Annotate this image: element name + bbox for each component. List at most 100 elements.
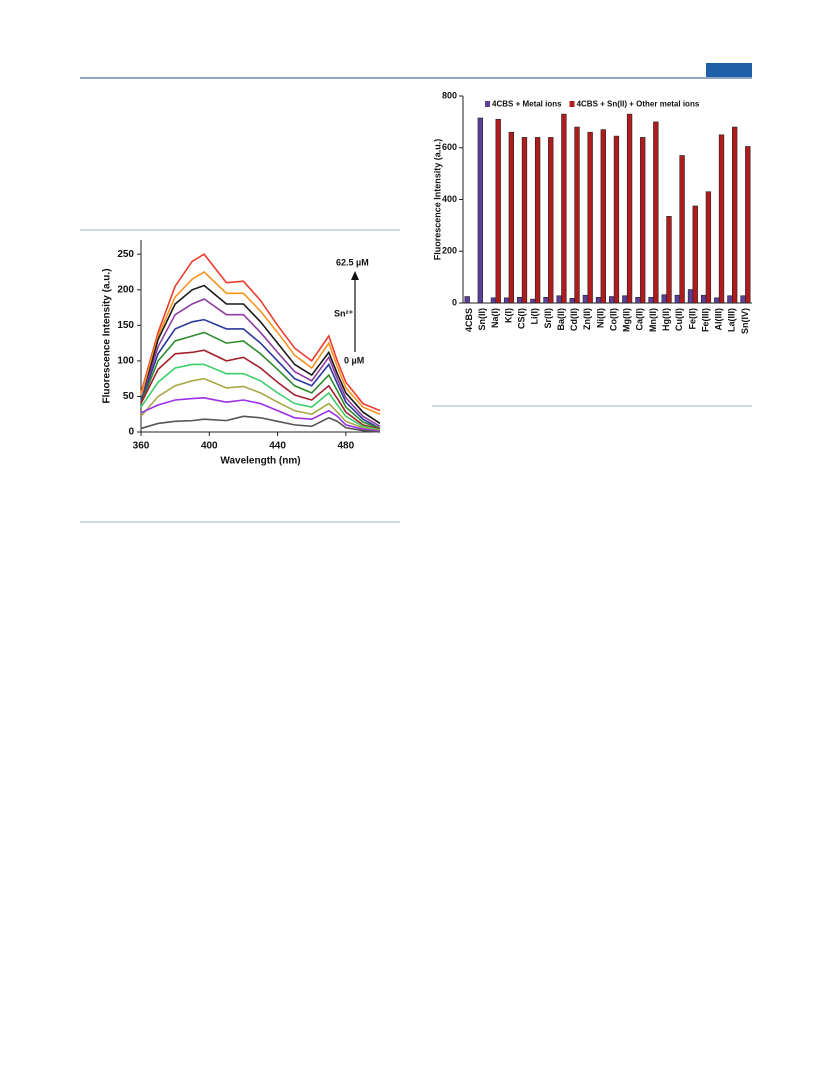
y-tick-label: 800 <box>442 90 457 100</box>
x-tick-label: Cu(II) <box>674 308 684 331</box>
y-tick-label: 50 <box>123 391 135 402</box>
x-tick-label: K(I) <box>503 308 513 323</box>
x-tick-label: Fe(II) <box>687 308 697 330</box>
line-series <box>140 397 381 433</box>
line-series <box>140 363 381 431</box>
header-tab <box>706 63 752 77</box>
y-tick-label: 0 <box>128 427 134 438</box>
line-series <box>140 349 381 430</box>
bar <box>495 118 501 304</box>
x-tick-label: Ni(II) <box>595 308 605 328</box>
bar <box>640 137 646 304</box>
y-tick-label: 100 <box>117 356 134 367</box>
x-tick-label: Cd(II) <box>569 308 579 331</box>
x-tick-label: 480 <box>338 441 355 452</box>
legend-label: 4CBS + Metal ions <box>492 100 562 109</box>
bar <box>582 294 589 304</box>
bar <box>740 295 746 304</box>
bar <box>595 297 602 304</box>
bar <box>622 295 628 304</box>
bar <box>727 295 733 304</box>
bar <box>626 113 633 304</box>
bar <box>561 113 567 304</box>
x-axis-label: Wavelength (nm) <box>220 456 300 467</box>
arrow-head <box>351 271 359 280</box>
bar <box>587 131 593 304</box>
annotation: 0 µM <box>344 355 364 365</box>
bar <box>635 297 641 304</box>
x-tick-label: Sn(II) <box>477 308 487 331</box>
x-tick-label: Fe(III) <box>700 308 710 332</box>
bar <box>503 297 510 304</box>
bar <box>534 137 541 304</box>
x-tick-label: CS(I) <box>516 308 526 329</box>
bar <box>653 121 659 304</box>
x-tick-label: 440 <box>269 441 286 452</box>
x-tick-label: Sn(IV) <box>740 308 750 334</box>
bar <box>477 117 484 304</box>
line-series <box>140 298 381 428</box>
bar <box>609 296 615 304</box>
bar <box>731 126 738 304</box>
x-tick-label: Hg(II) <box>661 308 671 331</box>
x-tick-label: 400 <box>201 441 218 452</box>
x-tick-label: La(III) <box>727 308 737 332</box>
x-tick-label: Al(III) <box>714 308 724 331</box>
bar <box>574 126 580 304</box>
x-tick-label: Ba(II) <box>556 308 566 331</box>
bar <box>530 298 536 304</box>
x-tick-label: Ca(II) <box>635 308 645 331</box>
x-tick-label: 4CBS <box>464 308 474 332</box>
line-series <box>140 271 381 415</box>
bar <box>714 297 720 304</box>
bar <box>508 131 515 304</box>
legend-label: 4CBS + Sn(II) + Other metal ions <box>577 100 700 109</box>
bar <box>490 297 497 304</box>
bar <box>464 296 470 304</box>
y-axis-label: Fluorescence Intensity (a.u.) <box>432 139 442 261</box>
y-tick-label: 600 <box>442 142 457 152</box>
bar <box>648 297 654 304</box>
bar <box>718 134 725 304</box>
line-series <box>140 331 381 430</box>
bar <box>613 135 620 304</box>
y-tick-label: 0 <box>452 297 457 307</box>
line-series <box>140 253 381 412</box>
bar <box>543 297 549 304</box>
y-axis-label: Fluorescence Intensity (a.u.) <box>102 268 113 403</box>
y-tick-label: 250 <box>117 249 134 260</box>
x-tick-label: Mn(II) <box>648 308 658 332</box>
bar <box>556 295 562 304</box>
y-tick-label: 200 <box>442 246 457 256</box>
y-tick-label: 400 <box>442 194 457 204</box>
bar <box>679 155 685 304</box>
bar <box>548 137 554 304</box>
bar <box>661 294 667 304</box>
y-tick-label: 200 <box>117 284 134 295</box>
x-tick-label: Mg(II) <box>622 308 632 332</box>
annotation: Sn²⁺ <box>334 308 353 318</box>
bar <box>700 294 707 304</box>
line-series <box>140 318 381 430</box>
x-tick-label: Co(II) <box>608 308 618 331</box>
x-tick-label: Zn(II) <box>582 308 592 330</box>
bar <box>705 191 712 304</box>
bar <box>521 137 528 304</box>
line-series <box>140 284 381 425</box>
y-tick-label: 150 <box>117 320 134 331</box>
legend-swatch <box>569 101 575 107</box>
bar <box>745 146 751 304</box>
x-tick-label: 360 <box>133 441 150 452</box>
bar <box>687 289 694 304</box>
legend-swatch <box>485 101 490 107</box>
annotation: 62.5 µM <box>336 257 369 267</box>
bar <box>692 205 698 304</box>
bar <box>600 129 606 304</box>
bar <box>666 216 672 304</box>
bar <box>569 298 575 304</box>
bar <box>517 297 523 304</box>
x-tick-label: Na(I) <box>490 308 500 328</box>
line-series <box>140 377 381 432</box>
x-tick-label: Li(I) <box>530 308 540 325</box>
